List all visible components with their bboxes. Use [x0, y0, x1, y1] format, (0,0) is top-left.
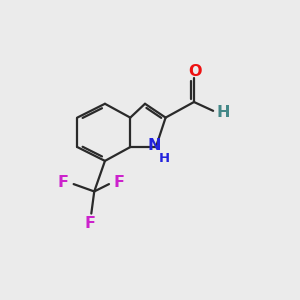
Text: H: H — [159, 152, 170, 165]
Text: F: F — [58, 175, 69, 190]
Text: F: F — [84, 216, 95, 231]
Text: O: O — [188, 64, 201, 80]
Text: F: F — [114, 175, 125, 190]
Text: N: N — [148, 138, 161, 153]
Text: H: H — [217, 105, 230, 120]
